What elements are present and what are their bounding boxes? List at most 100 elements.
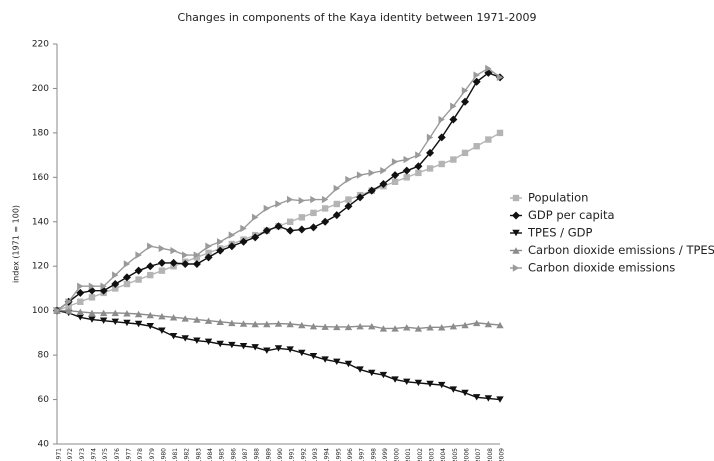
legend-item: Population [510,191,588,205]
marker [251,320,259,328]
marker [274,222,283,231]
marker [286,320,294,328]
marker [64,307,73,314]
marker [158,267,166,274]
marker [111,280,120,288]
marker [438,381,446,389]
marker [170,246,177,255]
y-tick-label: 200 [32,84,49,94]
marker [380,166,387,175]
series-line [56,72,501,312]
x-tick-label: 1974 [90,448,97,461]
marker [333,358,341,365]
marker [134,266,143,275]
marker [157,258,166,267]
x-tick-label: 2006 [464,448,471,461]
marker [169,333,178,340]
marker [414,325,423,332]
marker [449,115,458,124]
marker [298,214,306,221]
marker [402,166,411,175]
x-tick-label: 1971 [56,448,63,461]
marker [485,64,492,73]
marker [240,224,247,233]
marker [332,211,341,220]
marker [309,323,318,330]
marker [309,223,318,232]
marker [216,246,225,255]
chart-title: Changes in components of the Kaya identi… [178,11,537,24]
marker [333,323,341,331]
marker [297,225,306,234]
marker [216,318,224,325]
marker [461,389,469,397]
marker [426,380,434,388]
marker [193,337,201,344]
marker [169,314,178,321]
y-tick-label: 80 [38,351,50,361]
marker [321,323,329,330]
marker [485,136,492,143]
marker [216,340,224,348]
marker [437,133,446,142]
marker [496,129,504,137]
marker [414,379,423,387]
y-tick-label: 100 [32,306,49,316]
series-line [56,67,501,312]
marker [345,196,352,203]
legend-marker [512,229,520,237]
x-tick-label: 1994 [324,448,331,461]
marker [112,285,119,292]
marker [123,319,131,327]
marker [77,282,84,290]
x-tick-label: 1981 [172,448,179,461]
marker [88,282,96,290]
marker [228,341,236,349]
marker [321,217,330,226]
marker [298,349,306,357]
marker [205,242,212,250]
marker [147,271,154,279]
x-tick-label: 1975 [102,448,109,461]
marker [204,253,213,262]
marker [484,320,493,328]
marker [262,226,271,235]
y-tick-label: 180 [32,128,49,138]
marker [379,325,388,332]
marker [181,315,189,322]
marker [403,174,410,181]
x-tick-label: 1993 [312,448,319,461]
marker [379,180,388,188]
marker [123,280,131,288]
x-tick-label: 2001 [405,448,412,461]
x-tick-label: 1977 [125,448,132,461]
x-tick-label: 1978 [137,448,144,461]
marker [76,288,85,297]
marker [496,321,504,329]
marker [368,323,376,330]
marker [239,320,248,327]
marker [426,148,435,157]
marker [310,209,317,217]
marker [473,71,480,79]
marker [251,213,259,222]
x-tick-label: 1980 [160,448,167,461]
marker [461,86,469,95]
marker [251,344,259,351]
x-tick-label: 1973 [79,448,86,461]
marker [438,115,445,124]
marker [147,242,154,250]
marker [65,303,72,310]
y-axis-label: index (1971 = 100) [12,205,21,283]
legend-label: Population [528,191,588,205]
marker [123,260,131,268]
legend-marker [512,264,520,272]
marker [146,262,155,271]
marker [158,244,166,253]
marker [192,260,201,268]
x-tick-label: 1999 [382,448,389,461]
marker [286,218,294,225]
legend-label: GDP per capita [528,208,615,222]
marker [158,327,166,334]
